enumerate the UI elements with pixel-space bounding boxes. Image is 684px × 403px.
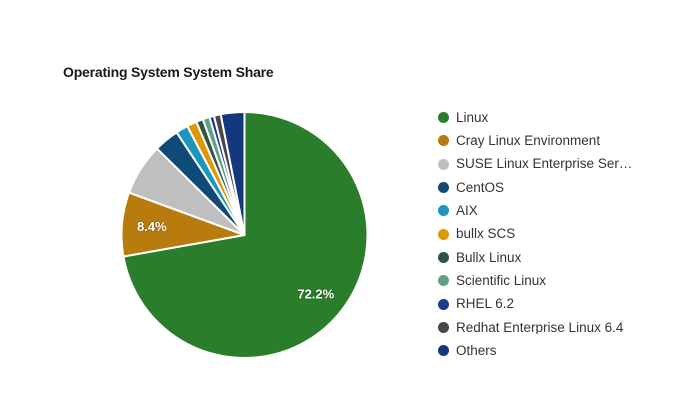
legend-item-scientific-linux[interactable]: Scientific Linux	[438, 269, 678, 292]
legend-item-label: Redhat Enterprise Linux 6.4	[456, 320, 624, 335]
legend-item-label: Bullx Linux	[456, 250, 522, 265]
legend-item-bullx-scs[interactable]: bullx SCS	[438, 222, 678, 245]
legend-marker-circle	[438, 298, 449, 310]
legend-item-label: bullx SCS	[456, 227, 516, 241]
legend-item-redhat-enterprise-linux-6-4[interactable]: Redhat Enterprise Linux 6.4	[438, 316, 678, 339]
legend-item-aix[interactable]: AIX	[438, 199, 678, 222]
legend-item-linux[interactable]: Linux	[438, 106, 678, 129]
legend-marker-circle	[438, 321, 449, 333]
legend-item-centos[interactable]: CentOS	[438, 176, 678, 199]
legend-item-label: Cray Linux Environment	[456, 134, 601, 148]
legend-marker-circle	[438, 182, 449, 194]
chart-title: Operating System System Share	[63, 64, 274, 80]
legend-marker-circle	[438, 205, 449, 217]
legend-item-label: SUSE Linux Enterprise Ser…	[456, 157, 633, 171]
legend-marker-circle	[438, 158, 449, 170]
legend-item-label: Others	[456, 343, 497, 358]
legend: Linux Cray Linux Environment SUSE Linux En…	[438, 106, 678, 362]
legend-marker-circle	[438, 135, 449, 147]
legend-item-label: Scientific Linux	[456, 273, 547, 288]
pie-slice-others[interactable]	[219, 111, 246, 236]
legend-item-rhel-6-2[interactable]: RHEL 6.2	[438, 292, 678, 315]
legend-marker-circle	[438, 251, 449, 263]
legend-item-label: CentOS	[456, 180, 505, 195]
legend-item-bullx-linux[interactable]: Bullx Linux	[438, 246, 678, 269]
legend-item-label: RHEL 6.2	[456, 297, 515, 311]
legend-marker-circle	[438, 275, 449, 287]
legend-marker-circle	[438, 345, 449, 357]
legend-item-cray-linux-environment[interactable]: Cray Linux Environment	[438, 129, 678, 152]
legend-marker-circle	[438, 228, 449, 240]
legend-item-suse-linux-enterprise-server[interactable]: SUSE Linux Enterprise Ser…	[438, 153, 678, 176]
legend-item-label: Linux	[456, 110, 489, 125]
legend-item-others[interactable]: Others	[438, 339, 678, 362]
legend-item-label: AIX	[456, 204, 478, 218]
legend-marker-circle	[438, 112, 449, 124]
